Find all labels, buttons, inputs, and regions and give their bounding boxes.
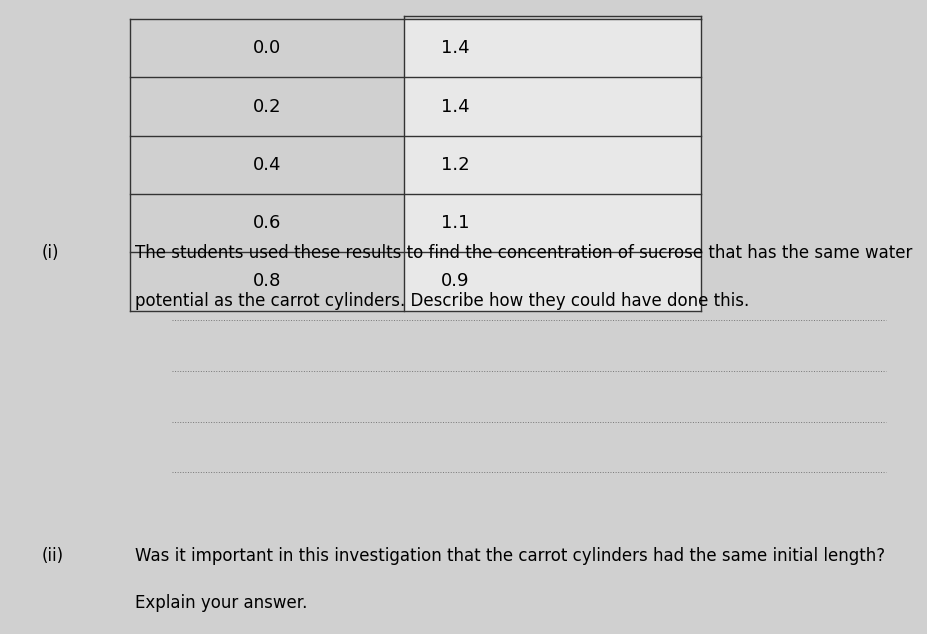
Text: 0.4: 0.4 [252, 156, 281, 174]
Text: Explain your answer.: Explain your answer. [134, 594, 307, 612]
Bar [403, 252, 700, 311]
Text: 0.2: 0.2 [252, 98, 281, 115]
Text: 1.2: 1.2 [440, 156, 469, 174]
Bar [403, 77, 700, 136]
Text: (ii): (ii) [42, 547, 64, 564]
Bar [130, 19, 403, 77]
Text: The students used these results to find the concentration of sucrose that has th: The students used these results to find … [134, 244, 911, 262]
Text: Was it important in this investigation that the carrot cylinders had the same in: Was it important in this investigation t… [134, 547, 883, 564]
Text: 0.8: 0.8 [252, 273, 281, 290]
Bar [403, 136, 700, 194]
Bar [403, 19, 700, 77]
Text: (i): (i) [42, 244, 59, 262]
Bar [130, 194, 403, 252]
Text: 0.0: 0.0 [252, 39, 281, 57]
Text: 1.4: 1.4 [440, 39, 469, 57]
Bar [130, 136, 403, 194]
Text: potential as the carrot cylinders. Describe how they could have done this.: potential as the carrot cylinders. Descr… [134, 292, 748, 309]
Bar [130, 252, 403, 311]
Text: 1.1: 1.1 [440, 214, 469, 232]
Text: 0.6: 0.6 [252, 214, 281, 232]
Bar [403, 194, 700, 252]
Text: 1.4: 1.4 [440, 98, 469, 115]
Bar [403, 19, 700, 77]
Text: 0.9: 0.9 [440, 273, 469, 290]
Bar [130, 77, 403, 136]
